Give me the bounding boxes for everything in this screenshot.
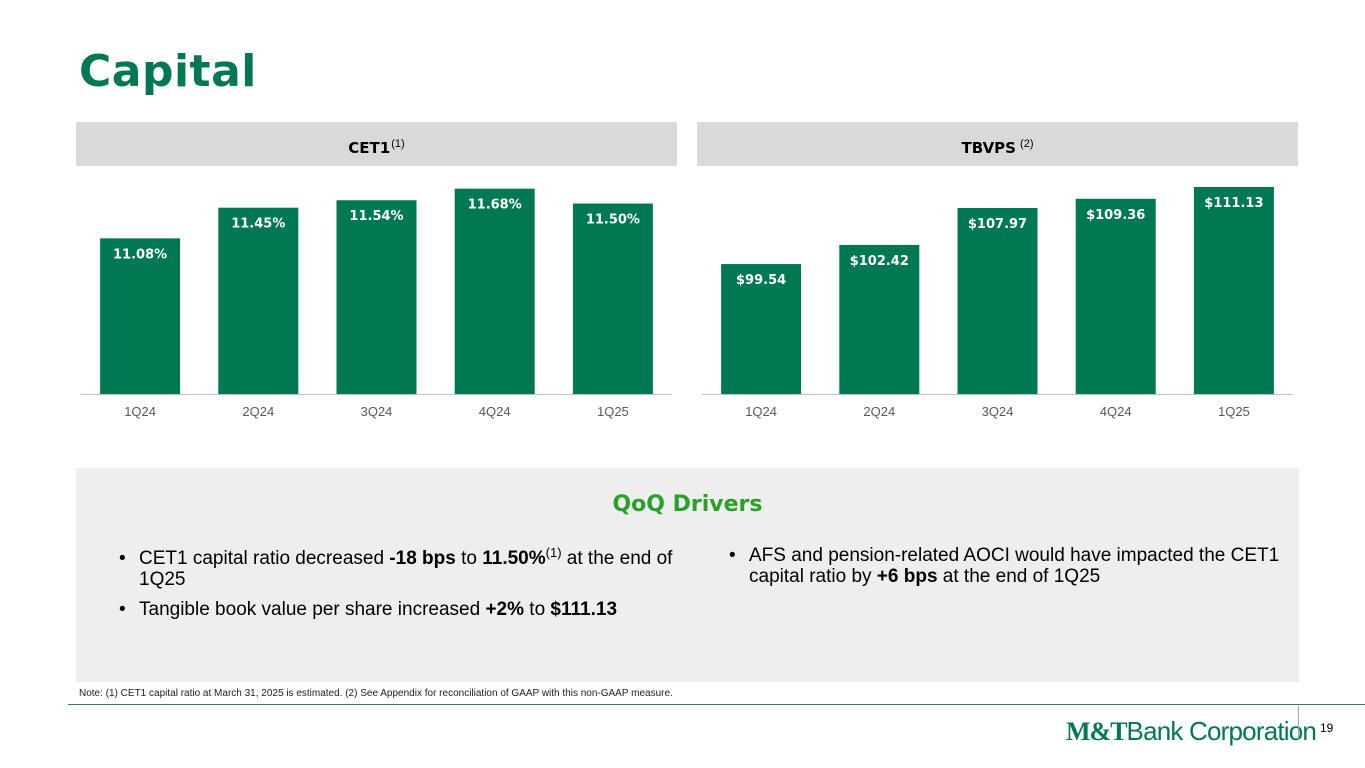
x-tick-label: 1Q25 (597, 404, 629, 419)
tbvps-footnote-marker: (2) (1016, 138, 1034, 150)
drivers-right-list: AFS and pension-related AOCI would have … (725, 545, 1285, 596)
bar-1q24 (721, 264, 802, 394)
bullet-emphasis: 11.50% (482, 548, 546, 569)
tbvps-chart-header: TBVPS (2) (697, 122, 1298, 166)
tbvps-bar-chart: $99.54 1Q24 $102.42 2Q24 $107.97 3Q24 $109.36 4… (702, 187, 1293, 419)
x-tick-label: 3Q24 (361, 404, 393, 419)
bar-value-label: 11.54% (349, 209, 403, 224)
drivers-left-list: CET1 capital ratio decreased -18 bps to … (115, 545, 675, 629)
footer-divider (68, 704, 1365, 705)
tbvps-chart-title: TBVPS (961, 139, 1016, 157)
bar-2q24 (218, 207, 299, 394)
bar-value-label: $102.42 (850, 254, 909, 269)
bar-3q24 (957, 208, 1038, 394)
logo-divider (1298, 706, 1299, 740)
bar-1q25 (1193, 187, 1274, 394)
bar-value-label: $109.36 (1086, 208, 1145, 223)
x-tick-label: 2Q24 (863, 404, 895, 419)
company-logo: M&TBank Corporation (1066, 716, 1317, 747)
bar-1q25 (572, 203, 653, 394)
driver-bullet-tbvps: Tangible book value per share increased … (115, 599, 675, 620)
bullet-emphasis: +6 bps (876, 566, 938, 587)
bar-value-label: $99.54 (736, 273, 786, 288)
bar-value-label: 11.50% (586, 213, 640, 228)
qoq-drivers-panel: QoQ Drivers CET1 capital ratio decreased… (76, 468, 1299, 682)
x-tick-label: 1Q24 (745, 404, 777, 419)
bullet-text: AFS and pension-related AOCI would have … (749, 545, 1280, 587)
cet1-bar-chart: 11.08% 1Q24 11.45% 2Q24 11.54% 3Q24 11.68% 4Q24… (81, 188, 672, 419)
footnote-marker: (1) (545, 545, 562, 560)
x-tick-label: 4Q24 (479, 404, 511, 419)
bar-2q24 (839, 244, 920, 394)
bar-3q24 (336, 200, 417, 394)
cet1-chart-panel: CET1(1) 11.08% 1Q24 11.45% 2Q24 11.54% 3Q24 11… (76, 122, 677, 427)
page-number: 19 (1320, 721, 1334, 735)
bullet-text: Tangible book value per share increased (139, 599, 486, 620)
bullet-emphasis: -18 bps (389, 548, 456, 569)
x-tick-label: 1Q25 (1218, 404, 1250, 419)
bar-value-label: 11.08% (113, 247, 167, 262)
bar-value-label: $111.13 (1204, 196, 1263, 211)
cet1-chart-title: CET1 (348, 139, 391, 157)
cet1-footnote-marker: (1) (391, 138, 405, 150)
bar-value-label: 11.68% (468, 198, 522, 213)
x-tick-label: 3Q24 (982, 404, 1014, 419)
bullet-text: to (455, 548, 483, 569)
bar-4q24 (1075, 198, 1156, 394)
bullet-text: at the end of 1Q25 (139, 548, 673, 590)
bar-1q24 (100, 238, 181, 394)
bullet-text: to (524, 599, 551, 620)
bar-value-label: $107.97 (968, 217, 1027, 232)
bullet-emphasis: +2% (485, 599, 525, 620)
x-tick-label: 4Q24 (1100, 404, 1132, 419)
qoq-drivers-title: QoQ Drivers (612, 492, 763, 517)
driver-bullet-cet1: CET1 capital ratio decreased -18 bps to … (115, 545, 675, 590)
bullet-text: CET1 capital ratio decreased (139, 548, 390, 569)
bar-value-label: 11.45% (231, 217, 285, 232)
logo-mark: M&T (1066, 717, 1128, 746)
x-tick-label: 1Q24 (124, 404, 156, 419)
bar-4q24 (454, 188, 535, 394)
cet1-chart-header: CET1(1) (76, 122, 677, 166)
bullet-text: at the end of 1Q25 (937, 566, 1101, 587)
tbvps-chart-panel: TBVPS (2) $99.54 1Q24 $102.42 2Q24 $107.97 3Q… (697, 122, 1298, 427)
x-tick-label: 2Q24 (242, 404, 274, 419)
page-title: Capital (79, 46, 257, 97)
driver-bullet-aoci: AFS and pension-related AOCI would have … (725, 545, 1285, 587)
logo-text: Bank Corporation (1126, 716, 1317, 746)
footnote-text: Note: (1) CET1 capital ratio at March 31… (79, 688, 673, 699)
bullet-emphasis: $111.13 (550, 599, 618, 620)
